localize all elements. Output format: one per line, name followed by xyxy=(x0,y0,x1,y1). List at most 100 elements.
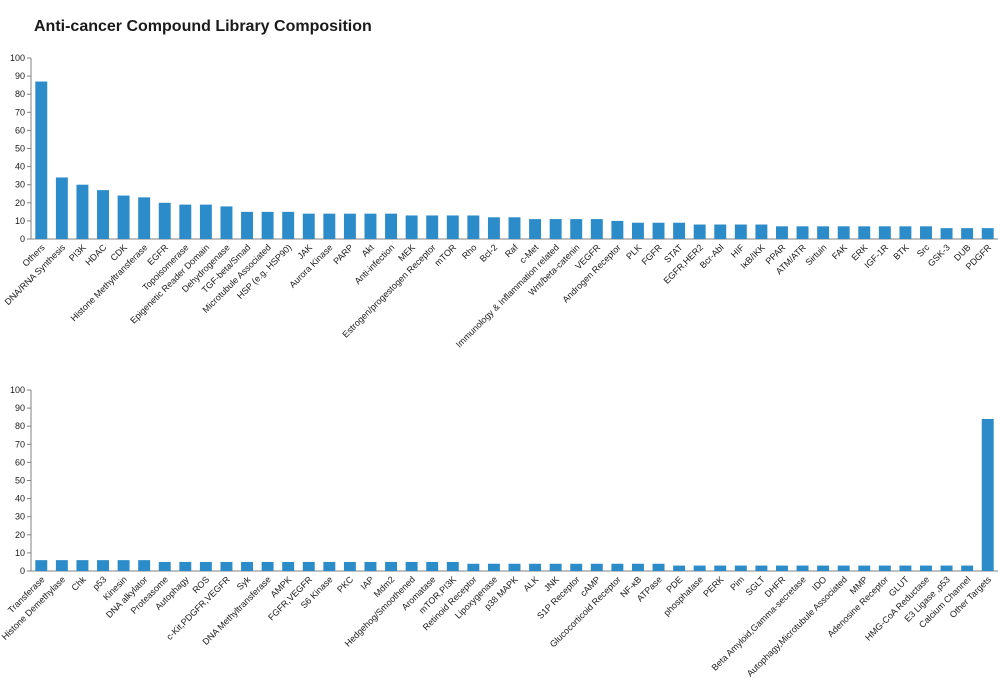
top-bar xyxy=(920,226,932,239)
top-bar xyxy=(981,228,994,239)
bottom-category-label: PKC xyxy=(335,574,356,595)
bottom-bar xyxy=(878,565,891,571)
bottom-bar xyxy=(508,563,521,571)
bottom-bar xyxy=(426,561,439,571)
bottom-bar xyxy=(35,560,48,571)
bottom-bar xyxy=(961,565,974,571)
bottom-bar xyxy=(776,565,788,571)
bottom-bar xyxy=(487,563,500,571)
top-bar xyxy=(261,211,274,239)
top-y-tick-label: 70 xyxy=(15,107,25,117)
top-bar xyxy=(570,219,583,239)
top-bar xyxy=(385,213,398,239)
top-bar xyxy=(899,226,912,239)
top-bar xyxy=(364,213,377,239)
top-y-tick-label: 40 xyxy=(15,162,25,172)
top-bar xyxy=(179,204,192,239)
top-bar xyxy=(446,215,459,239)
bottom-bar xyxy=(55,560,68,571)
top-y-tick-label: 90 xyxy=(15,71,25,81)
top-y-tick-label: 60 xyxy=(15,125,25,135)
top-bar xyxy=(467,215,480,239)
top-category-label: HDAC xyxy=(83,242,108,267)
top-bar xyxy=(426,215,439,239)
bottom-bar xyxy=(981,418,994,571)
bottom-bar xyxy=(405,561,418,571)
bottom-bar xyxy=(302,561,315,571)
top-category-label: Bcl-2 xyxy=(478,242,500,264)
bottom-bar xyxy=(734,565,747,571)
bottom-bar xyxy=(446,561,459,571)
top-y-tick-label: 100 xyxy=(10,53,25,63)
bottom-y-tick-label: 80 xyxy=(15,421,25,431)
top-bar xyxy=(858,226,871,239)
top-bar xyxy=(343,213,356,239)
bottom-y-tick-label: 20 xyxy=(15,530,25,540)
top-category-label: FGFR xyxy=(640,242,665,267)
top-bar xyxy=(76,184,89,239)
top-bar xyxy=(241,211,253,239)
bottom-category-label: Chk xyxy=(69,574,88,593)
bottom-bar xyxy=(652,563,665,571)
bottom-bar xyxy=(570,563,583,571)
bottom-bar xyxy=(899,565,912,571)
top-bar xyxy=(117,195,130,239)
bottom-bar xyxy=(241,561,253,571)
top-bar xyxy=(734,224,747,239)
bottom-y-tick-label: 70 xyxy=(15,439,25,449)
bottom-y-tick-label: 0 xyxy=(20,566,25,576)
top-bar xyxy=(755,224,768,239)
top-bar xyxy=(776,226,788,239)
top-bar xyxy=(220,206,233,239)
top-bar xyxy=(714,224,727,239)
bottom-y-tick-label: 60 xyxy=(15,457,25,467)
bottom-bar xyxy=(158,561,171,571)
top-bar xyxy=(405,215,418,239)
bottom-y-tick-label: 50 xyxy=(15,476,25,486)
top-category-label: Immunology & Inflammation related xyxy=(454,242,561,349)
top-bar xyxy=(652,222,665,239)
bottom-bar xyxy=(529,563,542,571)
top-bar xyxy=(487,217,500,239)
bottom-bar xyxy=(693,565,706,571)
top-bar xyxy=(796,226,809,239)
bottom-y-tick-label: 40 xyxy=(15,494,25,504)
bottom-bar xyxy=(261,561,274,571)
bottom-bar xyxy=(343,561,356,571)
bottom-bar xyxy=(97,560,109,571)
top-bar xyxy=(590,219,603,239)
top-bar xyxy=(673,222,686,239)
top-bar xyxy=(199,204,212,239)
top-y-tick-label: 20 xyxy=(15,198,25,208)
bottom-bar xyxy=(179,561,192,571)
top-category-label: FAK xyxy=(830,242,849,261)
top-category-label: Rho xyxy=(460,242,479,261)
bottom-bar xyxy=(817,565,830,571)
bottom-bar xyxy=(467,563,480,571)
bottom-y-tick-label: 100 xyxy=(10,385,25,395)
bottom-bar xyxy=(323,561,336,571)
top-category-label: BTK xyxy=(891,242,910,261)
bottom-bar xyxy=(631,563,644,571)
bottom-bar xyxy=(385,561,398,571)
top-bar xyxy=(940,228,953,239)
top-y-tick-label: 30 xyxy=(15,180,25,190)
bottom-bar xyxy=(76,560,89,571)
top-bar xyxy=(282,211,295,239)
bottom-bar xyxy=(940,565,953,571)
top-bar xyxy=(508,217,521,239)
bottom-bar xyxy=(282,561,295,571)
bottom-bar xyxy=(364,561,377,571)
top-category-label: Sirtuin xyxy=(803,242,828,267)
top-y-tick-label: 50 xyxy=(15,144,25,154)
top-y-tick-label: 10 xyxy=(15,216,25,226)
bottom-category-label: PERK xyxy=(701,574,725,598)
top-category-label: Akt xyxy=(360,242,377,259)
bottom-bar xyxy=(549,563,562,571)
top-bar xyxy=(693,224,706,239)
bottom-bar xyxy=(199,561,212,571)
top-y-tick-label: 0 xyxy=(20,234,25,244)
top-bar xyxy=(138,197,151,239)
bottom-y-tick-label: 90 xyxy=(15,403,25,413)
